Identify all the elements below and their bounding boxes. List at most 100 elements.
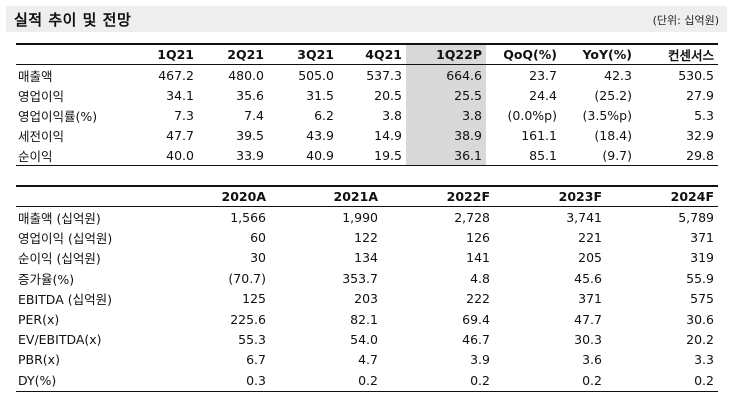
table-cell: 0.2 bbox=[358, 372, 378, 388]
table-body: 매출액 (십억원) 1,566 1,990 2,728 3,741 5,789 영업이익 (… bbox=[16, 207, 718, 392]
table-cell: 47.7 bbox=[574, 311, 602, 327]
column-header: 2Q21 bbox=[198, 44, 268, 65]
table-cell: 25.5 bbox=[406, 85, 486, 105]
column-header: 컨센서스 bbox=[636, 44, 718, 65]
table-cell: (70.7) bbox=[228, 270, 266, 286]
table-cell: 54.0 bbox=[350, 332, 378, 348]
table-cell: 480.0 bbox=[228, 67, 264, 83]
table-cell: 60 bbox=[250, 230, 266, 246]
column-header: QoQ(%) bbox=[486, 44, 561, 65]
table-cell: 27.9 bbox=[686, 87, 714, 103]
column-header: YoY(%) bbox=[561, 44, 636, 65]
table-cell: 225.6 bbox=[230, 311, 266, 327]
table-cell: (9.7) bbox=[602, 147, 632, 163]
table-row: DY(%) 0.3 0.2 0.2 0.2 0.2 bbox=[16, 370, 718, 391]
table-cell: 371 bbox=[578, 291, 602, 307]
table-cell: 2,728 bbox=[454, 209, 490, 225]
table-cell: 125 bbox=[242, 291, 266, 307]
table-cell: 3.8 bbox=[382, 107, 402, 123]
header-label-cell bbox=[16, 44, 128, 65]
table-cell: 40.0 bbox=[166, 147, 194, 163]
row-label: 매출액 bbox=[18, 68, 53, 84]
table-cell: 537.3 bbox=[366, 67, 402, 83]
table-row: 영업이익 (십억원) 60 122 126 221 371 bbox=[16, 227, 718, 247]
table-cell: 30.3 bbox=[574, 332, 602, 348]
table-cell: 4.8 bbox=[470, 270, 490, 286]
table-cell: 39.5 bbox=[236, 127, 264, 143]
table-cell: 3.9 bbox=[470, 352, 490, 368]
table-cell: 47.7 bbox=[166, 127, 194, 143]
table-cell: 31.5 bbox=[306, 87, 334, 103]
table-cell: 575 bbox=[690, 291, 714, 307]
table-cell: 30 bbox=[250, 250, 266, 266]
table-cell: 6.2 bbox=[314, 107, 334, 123]
row-label: EV/EBITDA(x) bbox=[18, 332, 102, 348]
row-label: 세전이익 bbox=[18, 128, 65, 144]
table-cell: 0.2 bbox=[470, 372, 490, 388]
table-row: EV/EBITDA(x) 55.3 54.0 46.7 30.3 20.2 bbox=[16, 329, 718, 349]
column-header: 1Q21 bbox=[128, 44, 198, 65]
table-cell: 0.3 bbox=[246, 372, 266, 388]
table-row: 세전이익 47.7 39.5 43.9 14.9 38.9 161.1 (18.4) 32.9 bbox=[16, 125, 718, 145]
table-cell: 205 bbox=[578, 250, 602, 266]
table-cell: 3,741 bbox=[566, 209, 602, 225]
table-row: 매출액 (십억원) 1,566 1,990 2,728 3,741 5,789 bbox=[16, 207, 718, 228]
table-cell: 221 bbox=[578, 230, 602, 246]
table-cell: 222 bbox=[466, 291, 490, 307]
table-cell: 371 bbox=[690, 230, 714, 246]
table-cell: 32.9 bbox=[686, 127, 714, 143]
table-cell: 1,990 bbox=[342, 209, 378, 225]
table-cell: 467.2 bbox=[158, 67, 194, 83]
table-row: 영업이익률(%) 7.3 7.4 6.2 3.8 3.8 (0.0%p) (3.5%p) 5.3 bbox=[16, 105, 718, 125]
table-header-row: 2020A 2021A 2022F 2023F 2024F bbox=[16, 186, 718, 207]
row-label: DY(%) bbox=[18, 372, 57, 388]
table-cell: 35.6 bbox=[236, 87, 264, 103]
row-label: 영업이익 (십억원) bbox=[18, 231, 113, 247]
table-cell: 29.8 bbox=[686, 147, 714, 163]
table-row: PER(x) 225.6 82.1 69.4 47.7 30.6 bbox=[16, 309, 718, 329]
table-cell: 203 bbox=[354, 291, 378, 307]
row-label: PER(x) bbox=[18, 311, 60, 327]
table-cell: 42.3 bbox=[604, 67, 632, 83]
table-cell: 3.8 bbox=[406, 105, 486, 125]
table-cell: 82.1 bbox=[350, 311, 378, 327]
column-header: 4Q21 bbox=[338, 44, 406, 65]
title-bar: 실적 추이 및 전망 (단위: 십억원) bbox=[6, 6, 727, 32]
table-cell: 40.9 bbox=[306, 147, 334, 163]
row-label: 영업이익 bbox=[18, 88, 65, 104]
table-cell: 353.7 bbox=[342, 270, 378, 286]
table-cell: 33.9 bbox=[236, 147, 264, 163]
unit-label: (단위: 십억원) bbox=[652, 14, 719, 27]
row-label: 매출액 (십억원) bbox=[18, 210, 101, 226]
row-label: 증가율(%) bbox=[18, 271, 75, 287]
table-cell: 20.5 bbox=[374, 87, 402, 103]
column-header: 2023F bbox=[494, 186, 606, 207]
table-cell: 141 bbox=[466, 250, 490, 266]
table-cell: 30.6 bbox=[686, 311, 714, 327]
annual-forecast-table: 2020A 2021A 2022F 2023F 2024F 매출액 (십억원) 1,566… bbox=[16, 185, 718, 392]
table-cell: 24.4 bbox=[529, 87, 557, 103]
table-row: PBR(x) 6.7 4.7 3.9 3.6 3.3 bbox=[16, 350, 718, 370]
row-label: PBR(x) bbox=[18, 352, 60, 368]
table-cell: 55.3 bbox=[238, 332, 266, 348]
table-cell: (0.0%p) bbox=[507, 107, 557, 123]
page-title: 실적 추이 및 전망 bbox=[14, 11, 132, 29]
table-row: 순이익 (십억원) 30 134 141 205 319 bbox=[16, 248, 718, 268]
table-cell: 36.1 bbox=[406, 145, 486, 166]
table-cell: (3.5%p) bbox=[582, 107, 632, 123]
table-cell: 43.9 bbox=[306, 127, 334, 143]
table-cell: 3.3 bbox=[694, 352, 714, 368]
table-cell: 20.2 bbox=[686, 332, 714, 348]
table-cell: (18.4) bbox=[594, 127, 632, 143]
table-cell: 122 bbox=[354, 230, 378, 246]
table-row: 매출액 467.2 480.0 505.0 537.3 664.6 23.7 42.3 530.… bbox=[16, 64, 718, 85]
table-cell: 23.7 bbox=[529, 67, 557, 83]
table-cell: 34.1 bbox=[166, 87, 194, 103]
table-cell: 38.9 bbox=[406, 125, 486, 145]
quarterly-results-table: 1Q21 2Q21 3Q21 4Q21 1Q22P QoQ(%) YoY(%) 컨센서스 매출… bbox=[16, 43, 718, 166]
table-cell: 14.9 bbox=[374, 127, 402, 143]
table-row: 순이익 40.0 33.9 40.9 19.5 36.1 85.1 (9.7) 29.8 bbox=[16, 145, 718, 166]
column-header: 2021A bbox=[270, 186, 382, 207]
row-label: 순이익 bbox=[18, 148, 53, 164]
table-cell: 45.6 bbox=[574, 270, 602, 286]
